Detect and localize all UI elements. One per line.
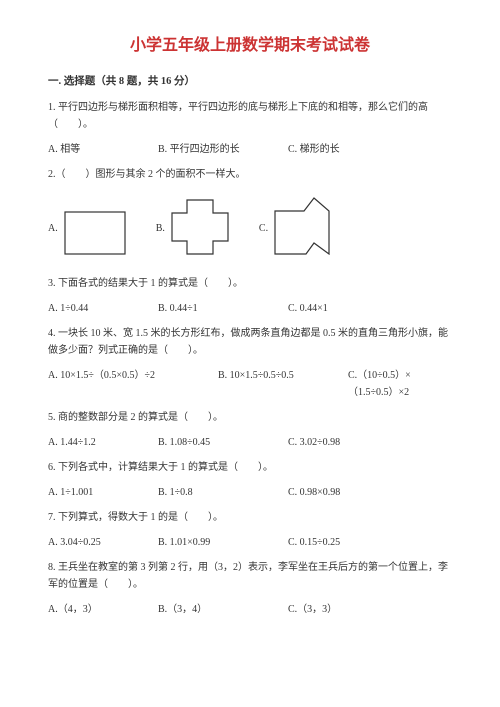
q4-opt-b: B. 10×1.5÷0.5÷0.5 [218,367,348,401]
q8-opt-c: C.（3，3） [288,601,418,618]
question-7: 7. 下列算式，得数大于 1 的是（ ）。 [48,509,452,526]
q6-options: A. 1÷1.001 B. 1÷0.8 C. 0.98×0.98 [48,484,452,501]
q7-opt-c: C. 0.15÷0.25 [288,534,418,551]
irregular-shape-icon [274,197,330,255]
q4-opt-c: C.（10÷0.5）×（1.5÷0.5）×2 [348,367,448,401]
q6-opt-c: C. 0.98×0.98 [288,484,418,501]
q3-opt-c: C. 0.44×1 [288,300,418,317]
q2-label-a: A. [48,220,58,255]
q2-shapes: A. B. C. [48,197,452,255]
q8-opt-b: B.（3，4） [158,601,288,618]
q5-opt-b: B. 1.08÷0.45 [158,434,288,451]
question-1: 1. 平行四边形与梯形面积相等，平行四边形的底与梯形上下底的和相等，那么它们的高… [48,99,452,133]
q5-opt-a: A. 1.44÷1.2 [48,434,158,451]
q7-opt-a: A. 3.04÷0.25 [48,534,158,551]
q4-opt-a: A. 10×1.5÷（0.5×0.5）÷2 [48,367,218,401]
question-6: 6. 下列各式中，计算结果大于 1 的算式是（ ）。 [48,459,452,476]
q2-shape-c: C. [259,197,330,255]
page-title: 小学五年级上册数学期末考试试卷 [48,32,452,59]
q2-label-c: C. [259,220,268,255]
q3-opt-b: B. 0.44÷1 [158,300,288,317]
q7-options: A. 3.04÷0.25 B. 1.01×0.99 C. 0.15÷0.25 [48,534,452,551]
exam-page: 小学五年级上册数学期末考试试卷 一. 选择题（共 8 题，共 16 分） 1. … [0,0,500,646]
question-2: 2.（ ）图形与其余 2 个的面积不一样大。 [48,166,452,183]
q2-shape-b: B. [156,199,229,255]
q1-opt-c: C. 梯形的长 [288,141,418,158]
q1-options: A. 相等 B. 平行四边形的长 C. 梯形的长 [48,141,452,158]
q5-opt-c: C. 3.02÷0.98 [288,434,418,451]
q8-opt-a: A.（4，3） [48,601,158,618]
q1-opt-a: A. 相等 [48,141,158,158]
cross-shape-icon [171,199,229,255]
section-header: 一. 选择题（共 8 题，共 16 分） [48,73,452,91]
question-5: 5. 商的整数部分是 2 的算式是（ ）。 [48,409,452,426]
q6-opt-a: A. 1÷1.001 [48,484,158,501]
q1-opt-b: B. 平行四边形的长 [158,141,288,158]
question-3: 3. 下面各式的结果大于 1 的算式是（ ）。 [48,275,452,292]
q5-options: A. 1.44÷1.2 B. 1.08÷0.45 C. 3.02÷0.98 [48,434,452,451]
q3-options: A. 1÷0.44 B. 0.44÷1 C. 0.44×1 [48,300,452,317]
question-8: 8. 王兵坐在教室的第 3 列第 2 行，用（3，2）表示，李军坐在王兵后方的第… [48,559,452,593]
q4-options: A. 10×1.5÷（0.5×0.5）÷2 B. 10×1.5÷0.5÷0.5 … [48,367,452,401]
q3-opt-a: A. 1÷0.44 [48,300,158,317]
question-4: 4. 一块长 10 米、宽 1.5 米的长方形红布，做成两条直角边都是 0.5 … [48,325,452,359]
q6-opt-b: B. 1÷0.8 [158,484,288,501]
q2-shape-a: A. [48,211,126,255]
q8-options: A.（4，3） B.（3，4） C.（3，3） [48,601,452,618]
q2-label-b: B. [156,220,165,255]
q7-opt-b: B. 1.01×0.99 [158,534,288,551]
rectangle-icon [64,211,126,255]
